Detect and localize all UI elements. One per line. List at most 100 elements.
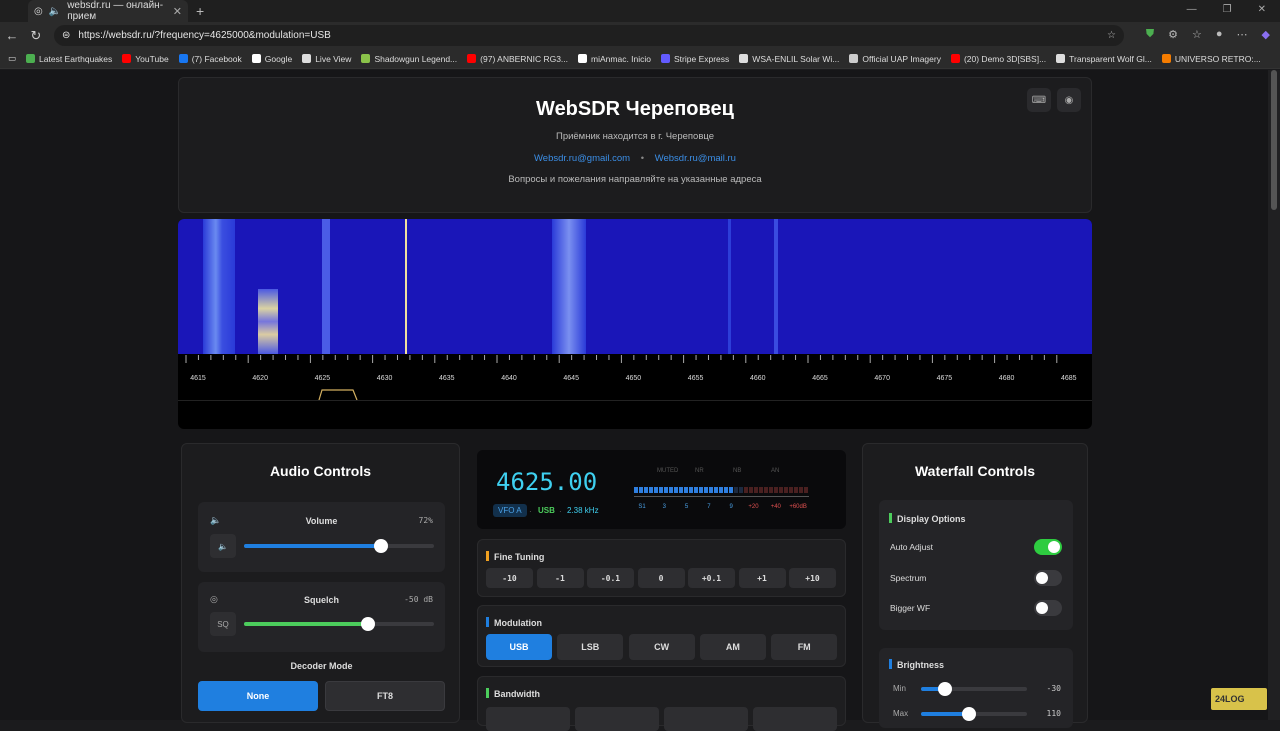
favorites-icon[interactable]: ☆ (1192, 29, 1202, 41)
bookmark-item[interactable]: UNIVERSO RETRO:... (1161, 54, 1261, 64)
frequency-scale[interactable]: 4615 4620 4625 4630 4635 4640 4645 4650 4655 4660… (178, 355, 1092, 401)
bookmark-label: YouTube (135, 53, 169, 64)
bandwidth-button[interactable] (575, 707, 659, 731)
restore-icon[interactable]: ❐ (1222, 4, 1232, 15)
modulation-label-text: Modulation (494, 618, 542, 628)
modulation-cw-button[interactable]: CW (628, 634, 695, 660)
new-tab-button[interactable]: + (196, 3, 205, 19)
frequency-display: 4625.00 VFO A · USB · 2.38 kHz MUTED NR NB… (477, 450, 846, 529)
brightness-card: Brightness Min -30 Max 110 (879, 648, 1073, 728)
keyboard-icon[interactable]: ⌨ (1027, 88, 1051, 112)
close-tab-icon[interactable]: ✕ (172, 5, 182, 18)
bookmark-item[interactable]: Live View (302, 54, 351, 64)
meter-segment (659, 487, 663, 493)
spectrum-toggle[interactable] (1034, 570, 1062, 586)
meter-label: 7 (707, 504, 711, 510)
bookmark-item[interactable]: miAnmac. Inicio (578, 54, 651, 64)
minimize-icon[interactable]: — (1186, 4, 1197, 15)
decoder-ft8-button[interactable]: FT8 (325, 681, 445, 711)
meter-segment (769, 487, 773, 493)
bookmark-item[interactable]: Latest Earthquakes (26, 54, 112, 64)
mute-button[interactable]: 🔈 (210, 534, 236, 558)
reload-icon[interactable]: ↻ (30, 27, 42, 43)
email-link-gmail[interactable]: Websdr.ru@gmail.com (534, 153, 631, 164)
bookmark-item[interactable]: Shadowgun Legend... (361, 54, 457, 64)
waterfall-display[interactable] (178, 219, 1092, 354)
bookmark-item[interactable]: Official UAP Imagery (849, 54, 941, 64)
bookmark-item[interactable]: (7) Facebook (178, 54, 242, 64)
fine-tune-button[interactable]: -0.1 (587, 568, 634, 588)
status-flag: NB (733, 468, 742, 474)
bandwidth-button[interactable] (486, 707, 570, 731)
fine-tune-button[interactable]: +10 (789, 568, 836, 588)
bookmark-item[interactable]: Stripe Express (661, 54, 729, 64)
bookmark-item[interactable]: (20) Demo 3D[SBS]... (950, 54, 1046, 64)
spectrum-label: Spectrum (890, 573, 927, 583)
site-info-icon[interactable]: ⊜ (62, 30, 71, 41)
bookmark-item[interactable]: (97) ANBERNIC RG3... (467, 54, 568, 64)
close-window-icon[interactable]: ✕ (1257, 4, 1266, 15)
fine-tune-button[interactable]: 0 (637, 568, 685, 588)
fine-tune-button[interactable]: +0.1 (688, 568, 735, 588)
brightness-min-slider[interactable] (921, 682, 1027, 696)
modulation-card: Modulation USB LSB CW AM FM (477, 605, 846, 667)
menu-icon[interactable]: ⋯ (1236, 29, 1248, 41)
shield-icon[interactable]: ⛊ (1145, 28, 1155, 40)
status-flag: MUTED (657, 468, 679, 474)
scale-label: 4635 (439, 375, 455, 382)
squelch-button[interactable]: SQ (210, 612, 236, 636)
email-link-mail[interactable]: Websdr.ru@mail.ru (654, 153, 736, 164)
bookmark-star-icon[interactable]: ☆ (1107, 30, 1116, 41)
meter-segment (739, 487, 743, 493)
fine-tune-button[interactable]: -10 (486, 568, 533, 588)
frequency-readout[interactable]: 4625.00 (496, 468, 598, 496)
bookmark-item[interactable]: WSA-ENLIL Solar Wi... (739, 54, 839, 64)
url-field[interactable]: ⊜ https://websdr.ru/?frequency=4625000&m… (54, 25, 1124, 46)
bookmark-item[interactable]: Transparent Wolf Gl... (1056, 54, 1152, 64)
meter-segment (669, 487, 673, 493)
modulation-lsb-button[interactable]: LSB (557, 634, 624, 660)
bookmark-label: (97) ANBERNIC RG3... (480, 53, 569, 64)
meter-segment (679, 487, 683, 493)
fine-tune-button[interactable]: +1 (738, 568, 786, 588)
max-slider-thumb[interactable] (962, 707, 976, 721)
brightness-max-slider[interactable] (921, 707, 1027, 721)
bandwidth-button[interactable] (664, 707, 748, 731)
bookmark-item[interactable]: Google (251, 54, 292, 64)
vfo-badge[interactable]: VFO A (493, 504, 527, 517)
waterfall-container[interactable]: 4615 4620 4625 4630 4635 4640 4645 4650 4655 4660… (178, 219, 1092, 429)
tab-title: websdr.ru — онлайн-прием (67, 0, 164, 22)
meter-segment (804, 487, 808, 493)
volume-slider[interactable] (244, 539, 434, 553)
squelch-slider-thumb[interactable] (361, 617, 375, 631)
signal-band (322, 219, 330, 354)
browser-tab[interactable]: ◎ 🔈 websdr.ru — онлайн-прием ✕ (28, 0, 188, 22)
extensions-icon[interactable]: ⚙ (1168, 29, 1178, 41)
meter-segment (649, 487, 653, 493)
min-slider-thumb[interactable] (938, 682, 952, 696)
bookmarks-icon[interactable]: ▭ (8, 53, 17, 63)
settings-icon[interactable]: ◉ (1057, 88, 1081, 112)
modulation-fm-button[interactable]: FM (771, 634, 838, 660)
bookmark-item[interactable]: YouTube (122, 53, 169, 64)
decoder-none-button[interactable]: None (198, 681, 318, 711)
meter-segment (714, 487, 718, 493)
back-icon[interactable]: ← (5, 28, 19, 43)
volume-slider-thumb[interactable] (373, 539, 388, 553)
fine-tune-button[interactable]: -1 (536, 568, 584, 588)
auto-adjust-toggle[interactable] (1034, 539, 1062, 555)
scrollbar-thumb[interactable] (1271, 70, 1277, 210)
profile-icon[interactable]: ● (1215, 28, 1223, 40)
meter-segment (704, 487, 708, 493)
modulation-am-button[interactable]: AM (699, 634, 766, 660)
meter-segment (734, 487, 738, 493)
watermark-logo: 24LOG (1211, 688, 1267, 710)
meter-segment (689, 487, 693, 493)
scrollbar[interactable] (1268, 70, 1280, 720)
copilot-icon[interactable]: ◆ (1261, 29, 1270, 41)
bigger-wf-toggle[interactable] (1034, 600, 1062, 616)
modulation-usb-button[interactable]: USB (486, 634, 552, 660)
squelch-value: -50 dB (404, 595, 433, 604)
bandwidth-button[interactable] (753, 707, 837, 731)
squelch-slider[interactable] (244, 617, 434, 631)
